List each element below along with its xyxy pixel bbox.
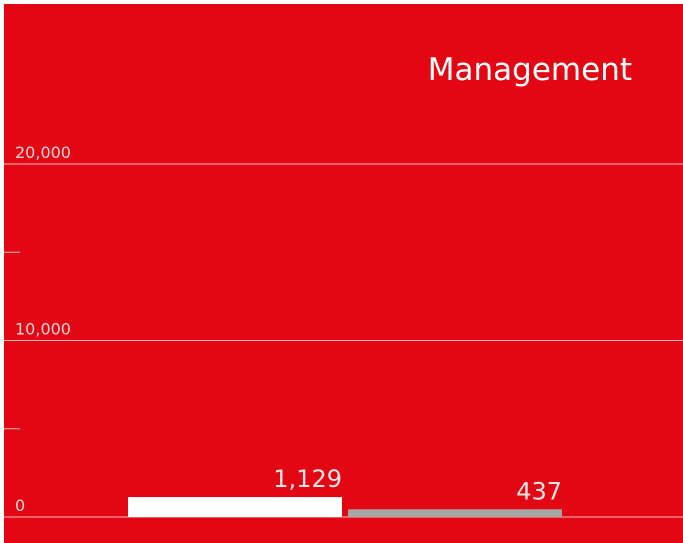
y-tick-label: 10,000 (15, 320, 71, 339)
background (4, 4, 683, 543)
bar (128, 497, 342, 517)
value-label: 1,129 (273, 465, 342, 493)
chart-title: Management (428, 52, 632, 88)
y-tick-label: 20,000 (15, 143, 71, 162)
bar (348, 509, 562, 517)
y-tick-label: 0 (15, 496, 25, 515)
value-label: 437 (516, 477, 562, 505)
